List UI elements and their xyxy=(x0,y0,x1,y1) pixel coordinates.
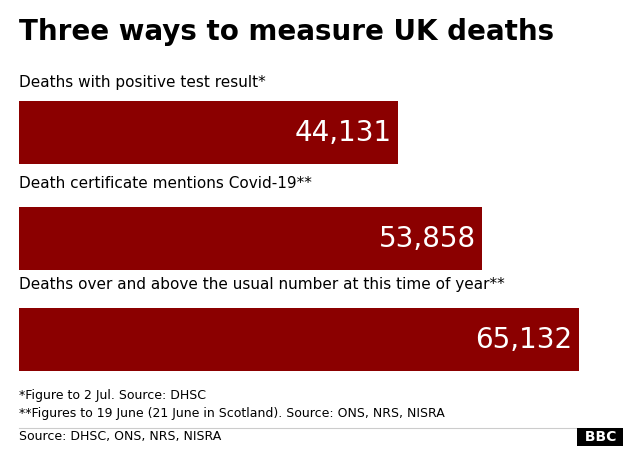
Text: 65,132: 65,132 xyxy=(476,326,573,354)
Text: Deaths over and above the usual number at this time of year**: Deaths over and above the usual number a… xyxy=(19,278,505,292)
Text: Source: DHSC, ONS, NRS, NISRA: Source: DHSC, ONS, NRS, NISRA xyxy=(19,430,221,443)
Text: BBC: BBC xyxy=(580,430,621,444)
Text: Death certificate mentions Covid-19**: Death certificate mentions Covid-19** xyxy=(19,176,312,191)
Text: Deaths with positive test result*: Deaths with positive test result* xyxy=(19,75,266,90)
Text: 44,131: 44,131 xyxy=(295,119,392,147)
Text: **Figures to 19 June (21 June in Scotland). Source: ONS, NRS, NISRA: **Figures to 19 June (21 June in Scotlan… xyxy=(19,407,445,420)
Text: Three ways to measure UK deaths: Three ways to measure UK deaths xyxy=(19,18,554,46)
Text: *Figure to 2 Jul. Source: DHSC: *Figure to 2 Jul. Source: DHSC xyxy=(19,389,206,402)
Text: 53,858: 53,858 xyxy=(378,225,476,252)
